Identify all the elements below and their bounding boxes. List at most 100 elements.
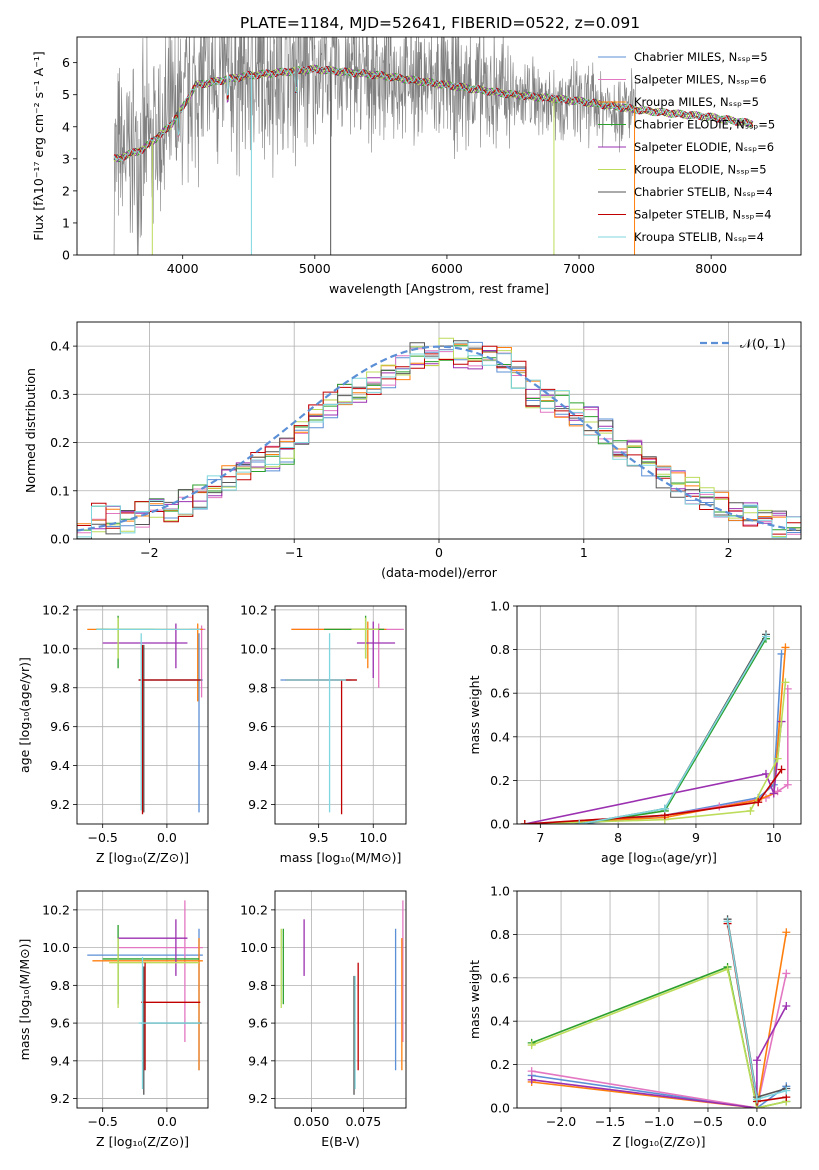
y-tick-label: 0.3 (50, 387, 70, 402)
series-marker (761, 769, 770, 778)
y-tick-label: 0.4 (50, 339, 70, 354)
x-tick-label: −2.0 (546, 1114, 576, 1129)
y-tick-label: 9.2 (50, 797, 70, 812)
y-tick-label: 9.2 (50, 1091, 70, 1106)
x-tick-label: 10.0 (359, 830, 387, 845)
x-tick-label: 2 (725, 545, 733, 560)
legend-label: Salpeter ELODIE, Nₛₛₚ=6 (634, 140, 774, 154)
x-axis-label: Z [log₁₀(Z/Z⊙)] (96, 1134, 189, 1149)
y-axis-label: Normed distribution (23, 368, 38, 493)
x-tick-label: 7 (536, 830, 544, 845)
y-tick-label: 0.6 (490, 970, 510, 985)
spectrum-lines (113, 37, 754, 255)
legend-label: Salpeter STELIB, Nₛₛₚ=4 (634, 208, 772, 222)
spectrum-frame (76, 36, 802, 256)
x-tick-label: 8 (614, 830, 622, 845)
y-tick-label: 9.2 (248, 797, 268, 812)
y-tick-label: 9.8 (248, 978, 268, 993)
x-tick-label: 10 (766, 830, 782, 845)
y-tick-label: 1.0 (490, 599, 510, 614)
series-marker (782, 969, 791, 978)
x-tick-label: −2 (140, 545, 158, 560)
y-tick-label: 0.2 (50, 435, 70, 450)
x-tick-label: 0.0 (157, 1114, 177, 1129)
y-tick-label: 0 (62, 248, 70, 263)
mass-weight-vs-Z-frame (516, 890, 802, 1109)
y-tick-label: 0.0 (50, 532, 70, 547)
x-tick-label: −1.0 (644, 1114, 674, 1129)
mass-vs-Z-errorbars (87, 900, 203, 1095)
series-marker (575, 820, 584, 824)
y-tick-label: 9.4 (50, 758, 70, 773)
model-spectrum-kroupa-elodie (113, 64, 754, 162)
age-vs-Z-frame (76, 605, 209, 825)
legend-label: Kroupa ELODIE, Nₛₛₚ=5 (634, 163, 767, 177)
y-tick-label: 10.2 (240, 902, 268, 917)
mass-weight-vs-age-lines (520, 630, 792, 824)
x-axis-label: mass [log₁₀(M/M⊙)] (280, 850, 402, 865)
mass-weight-vs-Z-lines (527, 915, 791, 1108)
series-line (531, 973, 788, 1108)
y-tick-label: 9.8 (50, 680, 70, 695)
y-tick-label: 0.2 (490, 1057, 510, 1072)
y-tick-label: 1 (62, 215, 70, 230)
mass-vs-EBV-errorbars (280, 900, 404, 1095)
mass-weight-vs-age-frame (516, 605, 802, 825)
legend-label: Salpeter MILES, Nₛₛₚ=6 (634, 73, 767, 87)
x-tick-label: 5000 (299, 261, 331, 276)
y-tick-label: 9.8 (248, 680, 268, 695)
series-marker (761, 632, 770, 641)
age-vs-mass-frame (274, 605, 407, 825)
x-tick-label: 6000 (431, 261, 463, 276)
y-tick-label: 0.4 (490, 729, 510, 744)
figure-title: PLATE=1184, MJD=52641, FIBERID=0522, z=0… (240, 14, 640, 32)
mass-weight-vs-age-axes: 7 8 9 10 0.0 0.2 0.4 0.6 0.8 1.0 age [log₁₀(age/yr… (467, 599, 801, 865)
y-tick-label: 0.8 (490, 927, 510, 942)
legend-label: Kroupa STELIB, Nₛₛₚ=4 (634, 230, 764, 244)
legend-label: Chabrier ELODIE, Nₛₛₚ=5 (634, 118, 775, 132)
y-tick-label: 9.4 (248, 758, 268, 773)
y-axis-label: mass weight (467, 675, 482, 754)
y-tick-label: 9.6 (248, 1016, 268, 1031)
series-marker (769, 789, 778, 798)
x-tick-label: 0.075 (345, 1114, 381, 1129)
y-tick-label: 3 (62, 151, 70, 166)
y-tick-label: 9.6 (248, 719, 268, 734)
x-axis-label: E(B-V) (321, 1134, 360, 1149)
series-line (524, 769, 783, 824)
series-marker (660, 804, 669, 813)
y-tick-label: 10.2 (42, 902, 70, 917)
y-tick-label: 2 (62, 183, 70, 198)
y-axis-label: mass weight (467, 960, 482, 1039)
y-tick-label: 9.4 (50, 1053, 70, 1068)
residuals-frame (76, 321, 802, 540)
series-line (531, 968, 787, 1108)
series-marker (723, 917, 732, 926)
y-tick-label: 9.6 (50, 1016, 70, 1031)
y-tick-label: 9.6 (50, 719, 70, 734)
y-axis-label: Flux [fλ10⁻¹⁷ erg cm⁻² s⁻¹ A⁻¹] (31, 51, 46, 240)
x-tick-label: 7000 (563, 261, 595, 276)
y-tick-label: 10.2 (42, 602, 70, 617)
x-tick-label: 8000 (695, 261, 727, 276)
y-tick-label: 0.1 (50, 483, 70, 498)
y-tick-label: 6 (62, 55, 70, 70)
x-tick-label: −0.5 (88, 1114, 118, 1129)
y-tick-label: 10.0 (42, 940, 70, 955)
y-tick-label: 9.2 (248, 1091, 268, 1106)
spectrum-legend: Chabrier MILES, Nₛₛₚ=5 Salpeter MILES, Nₛ… (598, 50, 775, 244)
y-tick-label: 10.0 (240, 641, 268, 656)
y-tick-label: 0.2 (490, 773, 510, 788)
x-axis-label: (data-model)/error (381, 565, 498, 580)
y-tick-label: 5 (62, 87, 70, 102)
series-marker (723, 965, 732, 974)
series-marker (746, 806, 755, 815)
y-axis-label: mass [log₁₀(M/M⊙)] (17, 939, 32, 1061)
legend-label: Chabrier STELIB, Nₛₛₚ=4 (634, 185, 773, 199)
histogram-kroupa-stelib (77, 342, 801, 539)
y-tick-label: 10.2 (240, 602, 268, 617)
age-vs-Z-errorbars (87, 615, 206, 815)
series-marker (754, 798, 763, 807)
spectrum-axes: 4000 5000 6000 7000 8000 0 1 2 3 4 5 6 wavelength [A… (31, 51, 727, 296)
